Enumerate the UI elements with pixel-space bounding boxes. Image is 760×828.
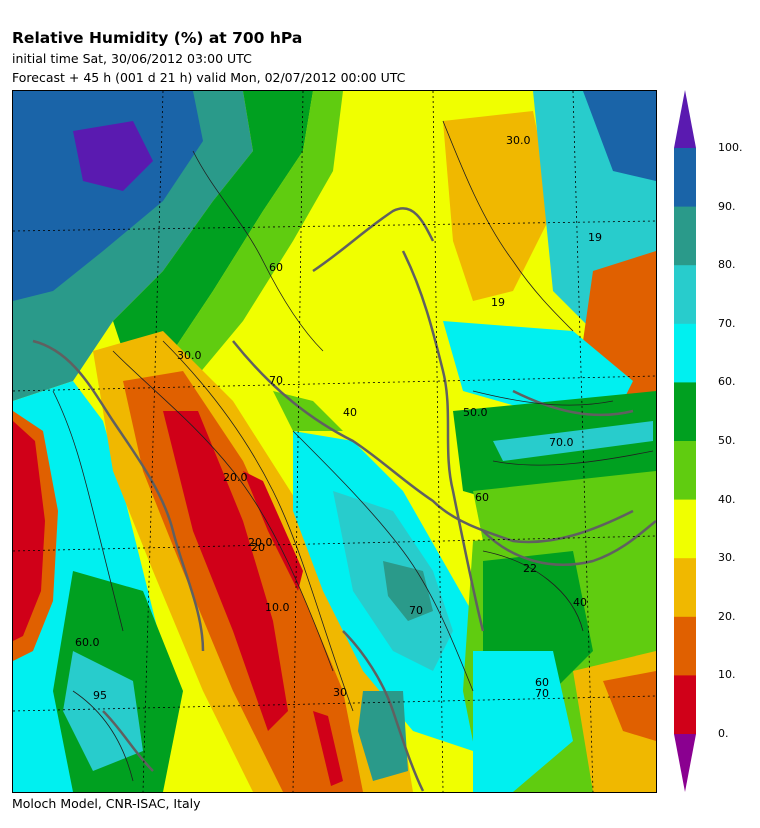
contour-label: 70 bbox=[269, 374, 283, 387]
contour-label: 22 bbox=[523, 562, 537, 575]
forecast-valid-time: Forecast + 45 h (001 d 21 h) valid Mon, … bbox=[12, 70, 406, 85]
legend-arrow-bottom bbox=[674, 734, 696, 792]
legend-label: 20. bbox=[718, 609, 736, 623]
very-humid-region-northwest bbox=[13, 91, 203, 301]
contour-label: 40 bbox=[343, 406, 357, 419]
contour-label: 20 bbox=[251, 541, 265, 554]
contour-label: 60.0 bbox=[75, 636, 100, 649]
orange-region-northeast bbox=[443, 111, 553, 301]
legend-swatches bbox=[674, 148, 696, 735]
legend-swatch bbox=[674, 558, 696, 618]
coastlines bbox=[32, 207, 656, 792]
red-streak-central bbox=[243, 471, 303, 591]
legend-label: 60. bbox=[718, 375, 736, 389]
legend-swatch bbox=[674, 675, 696, 735]
chart-title: Relative Humidity (%) at 700 hPa bbox=[12, 29, 303, 47]
humid-pocket-south bbox=[358, 691, 408, 781]
light-green-band-north bbox=[173, 91, 343, 381]
contour-label: 70 bbox=[535, 687, 549, 700]
green-band-north bbox=[113, 91, 313, 381]
dark-orange-pocket-southeast bbox=[603, 671, 656, 741]
contour-label: 50.0 bbox=[463, 406, 488, 419]
contour-label: 40 bbox=[573, 596, 587, 609]
legend-label: 90. bbox=[718, 199, 736, 213]
red-band-central bbox=[163, 411, 288, 731]
legend-swatch bbox=[674, 441, 696, 501]
humid-core-central-sea bbox=[383, 561, 433, 621]
color-legend bbox=[673, 88, 753, 794]
legend-label: 0. bbox=[718, 727, 729, 740]
legend-swatch bbox=[674, 616, 696, 676]
contour-label: 60 bbox=[535, 676, 549, 689]
legend-label: 30. bbox=[718, 551, 736, 565]
legend-swatch bbox=[674, 265, 696, 325]
cyan-region-southeast bbox=[473, 651, 573, 792]
initial-time: initial time Sat, 30/06/2012 03:00 UTC bbox=[12, 51, 252, 66]
contour-value-labels: 30.0 19 60 30.0 70 20.0 50.0 40 70.0 20.… bbox=[75, 134, 602, 702]
legend-swatch bbox=[674, 323, 696, 383]
contour-label: 19 bbox=[588, 231, 602, 244]
very-dry-region-west-edge bbox=[13, 421, 45, 641]
contour-label: 60 bbox=[269, 261, 283, 274]
legend-swatch bbox=[674, 206, 696, 266]
humidity-contours bbox=[52, 120, 654, 782]
legend-swatch bbox=[674, 148, 696, 208]
contour-label: 19 bbox=[491, 296, 505, 309]
contour-label: 95 bbox=[93, 689, 107, 702]
blue-pocket-northeast bbox=[583, 91, 656, 181]
legend-label: 10. bbox=[718, 668, 736, 682]
cyan-streaks-east bbox=[493, 421, 653, 461]
contour-label: 10.0 bbox=[265, 601, 290, 614]
contour-label: 30 bbox=[333, 686, 347, 699]
contour-label: 20.0 bbox=[223, 471, 248, 484]
model-credit: Moloch Model, CNR-ISAC, Italy bbox=[12, 796, 201, 811]
contour-label: 70 bbox=[409, 604, 423, 617]
contour-label: 30.0 bbox=[506, 134, 531, 147]
red-streak-south bbox=[313, 711, 343, 786]
legend-label: 80. bbox=[718, 258, 736, 272]
legend-arrow-top bbox=[674, 90, 696, 148]
humidity-map: 30.0 19 60 30.0 70 20.0 50.0 40 70.0 20.… bbox=[12, 90, 657, 793]
legend-label: 50. bbox=[718, 434, 736, 447]
lat-lon-grid bbox=[13, 91, 656, 792]
contour-label: 20.0 bbox=[248, 536, 273, 549]
contour-label: 70.0 bbox=[549, 436, 574, 449]
cyan-region-east bbox=[443, 321, 633, 421]
contour-label: 30.0 bbox=[177, 349, 202, 362]
legend-label: 70. bbox=[718, 316, 736, 330]
legend-label: 100. bbox=[718, 141, 743, 154]
legend-label: 40. bbox=[718, 492, 736, 506]
saturated-region-northwest bbox=[73, 121, 153, 191]
legend-swatch bbox=[674, 499, 696, 559]
contour-label: 60 bbox=[475, 491, 489, 504]
legend-swatch bbox=[674, 382, 696, 442]
